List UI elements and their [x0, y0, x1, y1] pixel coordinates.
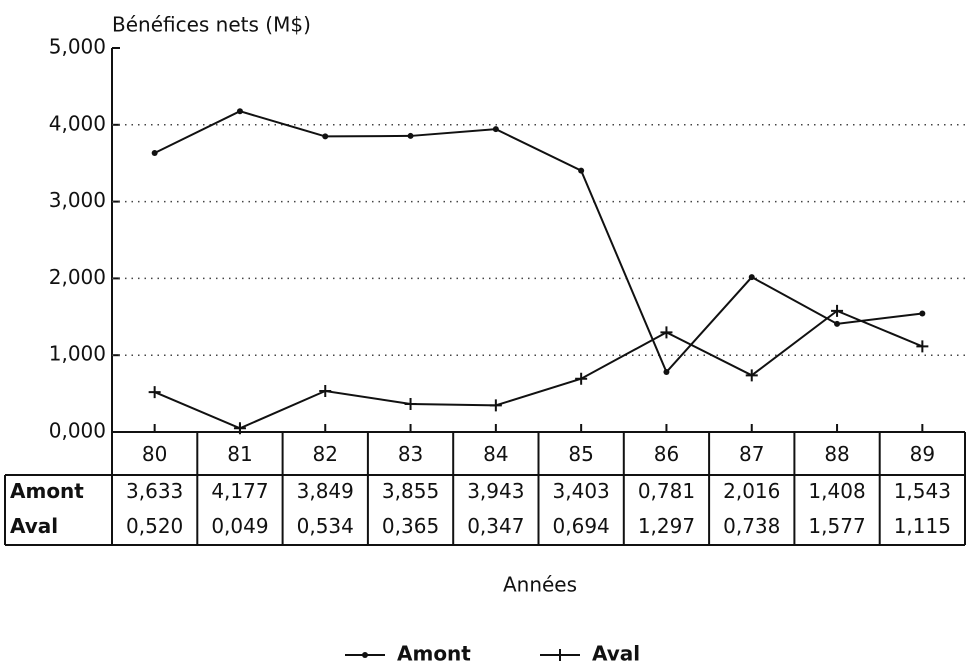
marker	[151, 149, 158, 156]
marker	[489, 399, 502, 412]
marker	[831, 304, 844, 317]
table-cell: 0,738	[723, 514, 780, 538]
x-tick-label: 88	[824, 442, 849, 466]
x-tick-label: 87	[739, 442, 764, 466]
x-tick-label: 82	[313, 442, 338, 466]
marker	[748, 274, 755, 281]
y-tick-label: 0,000	[49, 419, 106, 443]
table-cell: 0,049	[211, 514, 268, 538]
x-tick-label: 80	[142, 442, 167, 466]
marker	[404, 397, 417, 410]
table-cell: 0,520	[126, 514, 183, 538]
marker	[407, 132, 414, 139]
x-tick-label: 83	[398, 442, 423, 466]
series-line	[154, 309, 923, 430]
x-tick-label: 85	[568, 442, 593, 466]
legend-marker	[362, 652, 368, 658]
x-tick-label: 84	[483, 442, 508, 466]
table-cell: 0,365	[382, 514, 439, 538]
legend-marker	[554, 649, 566, 661]
x-tick-label: 89	[910, 442, 935, 466]
marker	[663, 369, 670, 376]
marker	[148, 386, 161, 399]
y-axis-title: Bénéfices nets (M$)	[112, 13, 311, 37]
table-cell: 1,543	[894, 479, 951, 503]
table-cell: 0,534	[297, 514, 354, 538]
table-cell: 1,577	[808, 514, 865, 538]
y-tick-label: 1,000	[49, 342, 106, 366]
y-tick-label: 5,000	[49, 35, 106, 59]
marker	[578, 167, 585, 174]
table-cell: 3,849	[297, 479, 354, 503]
marker	[745, 369, 758, 382]
marker	[233, 422, 246, 435]
table-cell: 3,633	[126, 479, 183, 503]
legend-label: Amont	[397, 642, 471, 666]
table-cell: 3,855	[382, 479, 439, 503]
table-row-label: Aval	[10, 514, 58, 538]
table-cell: 0,347	[467, 514, 524, 538]
marker	[916, 340, 929, 353]
x-tick-label: 86	[654, 442, 679, 466]
table-cell: 0,694	[553, 514, 610, 538]
table-cell: 2,016	[723, 479, 780, 503]
table-cell: 1,297	[638, 514, 695, 538]
table-cell: 1,115	[894, 514, 951, 538]
x-axis-title: Années	[503, 573, 577, 597]
series-line	[154, 110, 923, 374]
table-cell: 4,177	[211, 479, 268, 503]
table-cell: 1,408	[808, 479, 865, 503]
x-tick-label: 81	[227, 442, 252, 466]
table-row-label: Amont	[10, 479, 84, 503]
marker	[919, 310, 926, 317]
marker	[236, 108, 243, 115]
marker	[322, 133, 329, 140]
marker	[834, 320, 841, 327]
y-tick-label: 2,000	[49, 265, 106, 289]
marker	[319, 384, 332, 397]
legend-label: Aval	[592, 642, 640, 666]
y-tick-label: 4,000	[49, 111, 106, 135]
table-cell: 0,781	[638, 479, 695, 503]
marker	[575, 372, 588, 385]
marker	[492, 126, 499, 133]
marker	[660, 326, 673, 339]
table-cell: 3,403	[553, 479, 610, 503]
table-cell: 3,943	[467, 479, 524, 503]
y-tick-label: 3,000	[49, 188, 106, 212]
